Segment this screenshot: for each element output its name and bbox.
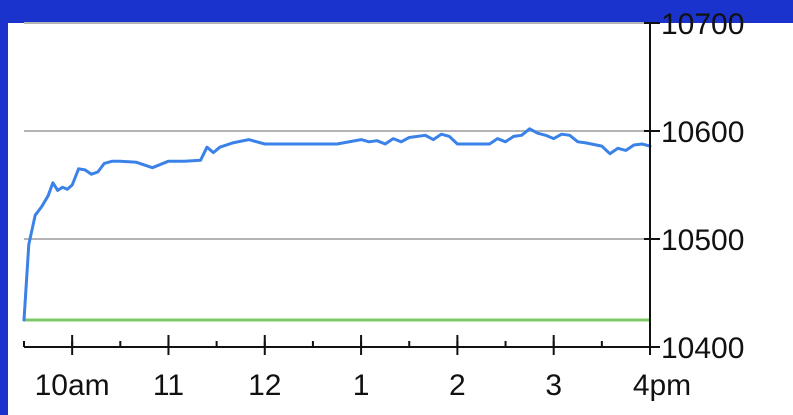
x-tick-label: 10am bbox=[35, 369, 110, 402]
gridlines bbox=[24, 22, 650, 240]
y-tick-label: 10400 bbox=[661, 332, 744, 365]
x-tick-label: 3 bbox=[545, 369, 562, 402]
y-tick-label: 10600 bbox=[661, 116, 744, 149]
price-line-series-0 bbox=[22, 127, 652, 322]
x-tick-label: 12 bbox=[248, 369, 281, 402]
axes bbox=[23, 22, 660, 355]
x-tick-label: 2 bbox=[449, 369, 466, 402]
x-tick-label: 4pm bbox=[633, 369, 691, 402]
x-tick-label: 1 bbox=[353, 369, 370, 402]
y-tick-label: 10700 bbox=[661, 8, 744, 41]
plot-area bbox=[8, 23, 793, 415]
x-tick-label: 11 bbox=[153, 369, 184, 402]
y-tick-label: 10500 bbox=[661, 224, 744, 257]
series-group bbox=[22, 127, 652, 322]
